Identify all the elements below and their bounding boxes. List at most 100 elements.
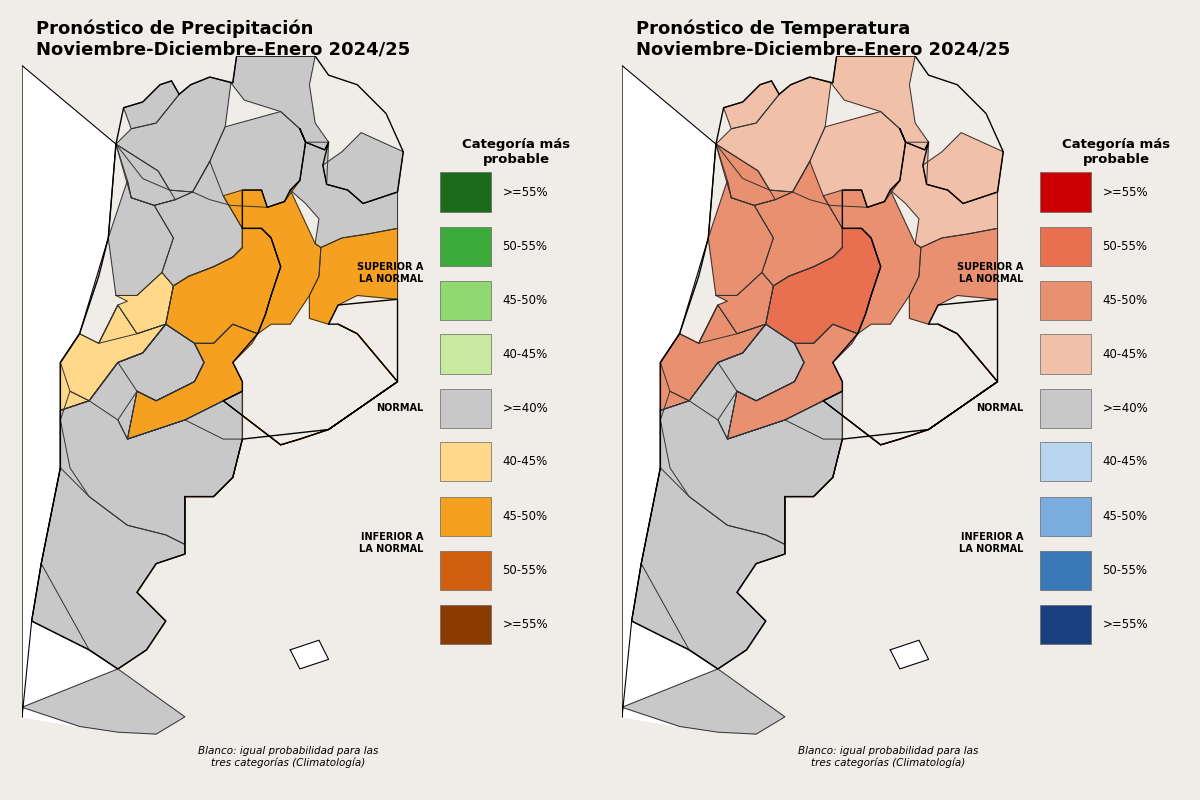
Polygon shape xyxy=(766,228,881,343)
Polygon shape xyxy=(823,181,920,334)
Text: 50-55%: 50-55% xyxy=(1103,239,1147,253)
Polygon shape xyxy=(708,181,774,295)
Polygon shape xyxy=(724,81,779,129)
Polygon shape xyxy=(166,228,281,343)
Text: INFERIOR A
LA NORMAL: INFERIOR A LA NORMAL xyxy=(959,532,1024,554)
Text: Categoría más
probable: Categoría más probable xyxy=(1062,138,1170,166)
Text: INFERIOR A
LA NORMAL: INFERIOR A LA NORMAL xyxy=(359,532,424,554)
Polygon shape xyxy=(124,81,179,129)
Polygon shape xyxy=(118,324,204,401)
Text: SUPERIOR A
LA NORMAL: SUPERIOR A LA NORMAL xyxy=(358,262,424,284)
Polygon shape xyxy=(116,144,192,206)
Bar xyxy=(440,389,491,427)
Bar xyxy=(1040,281,1091,319)
Text: 45-50%: 45-50% xyxy=(1103,294,1147,306)
Text: Pronóstico de Temperatura: Pronóstico de Temperatura xyxy=(636,20,911,38)
Polygon shape xyxy=(792,111,906,207)
Bar xyxy=(1040,605,1091,643)
Polygon shape xyxy=(718,324,804,401)
Polygon shape xyxy=(622,85,785,734)
Polygon shape xyxy=(323,133,403,203)
Text: 40-45%: 40-45% xyxy=(1103,455,1148,469)
Bar xyxy=(440,550,491,590)
Bar xyxy=(1040,334,1091,374)
Polygon shape xyxy=(60,305,166,401)
Polygon shape xyxy=(22,85,185,734)
Polygon shape xyxy=(22,669,185,734)
Bar xyxy=(440,334,491,374)
Polygon shape xyxy=(60,228,397,545)
Polygon shape xyxy=(155,162,242,286)
Text: 40-45%: 40-45% xyxy=(1103,347,1148,361)
Polygon shape xyxy=(310,228,397,324)
Polygon shape xyxy=(290,142,397,247)
Polygon shape xyxy=(660,228,997,545)
Bar xyxy=(1040,442,1091,482)
Polygon shape xyxy=(622,66,716,717)
Polygon shape xyxy=(641,324,842,669)
Polygon shape xyxy=(910,228,997,324)
Bar xyxy=(440,226,491,266)
Polygon shape xyxy=(716,144,792,206)
Text: SUPERIOR A
LA NORMAL: SUPERIOR A LA NORMAL xyxy=(958,262,1024,284)
Polygon shape xyxy=(923,133,1003,203)
Polygon shape xyxy=(716,144,775,206)
Text: NORMAL: NORMAL xyxy=(977,403,1024,413)
Polygon shape xyxy=(98,273,174,343)
Text: >=55%: >=55% xyxy=(1103,618,1148,630)
Text: 50-55%: 50-55% xyxy=(503,563,547,577)
Polygon shape xyxy=(108,181,174,295)
Polygon shape xyxy=(660,305,766,401)
Polygon shape xyxy=(830,56,929,150)
Bar xyxy=(440,281,491,319)
Bar xyxy=(440,605,491,643)
Text: >=55%: >=55% xyxy=(503,186,548,198)
Text: 40-45%: 40-45% xyxy=(503,455,548,469)
Text: NORMAL: NORMAL xyxy=(377,403,424,413)
Polygon shape xyxy=(660,391,842,545)
Text: 45-50%: 45-50% xyxy=(503,510,547,522)
Polygon shape xyxy=(890,640,929,669)
Polygon shape xyxy=(192,111,306,207)
Polygon shape xyxy=(716,77,830,192)
Text: 45-50%: 45-50% xyxy=(1103,510,1147,522)
Polygon shape xyxy=(31,324,242,669)
Polygon shape xyxy=(116,144,175,206)
Polygon shape xyxy=(718,324,858,439)
Text: >=55%: >=55% xyxy=(1103,186,1148,198)
Bar xyxy=(1040,173,1091,211)
Text: >=55%: >=55% xyxy=(503,618,548,630)
Text: 40-45%: 40-45% xyxy=(503,347,548,361)
Text: 50-55%: 50-55% xyxy=(1103,563,1147,577)
Bar xyxy=(1040,226,1091,266)
Polygon shape xyxy=(223,181,320,334)
Text: Blanco: igual probabilidad para las
tres categorías (Climatología): Blanco: igual probabilidad para las tres… xyxy=(798,746,978,768)
Polygon shape xyxy=(660,305,766,410)
Polygon shape xyxy=(230,56,329,150)
Text: 45-50%: 45-50% xyxy=(503,294,547,306)
Polygon shape xyxy=(118,324,258,439)
Polygon shape xyxy=(755,162,842,286)
Polygon shape xyxy=(631,324,842,669)
Polygon shape xyxy=(116,77,230,192)
Text: >=40%: >=40% xyxy=(503,402,548,414)
Bar xyxy=(440,442,491,482)
Bar xyxy=(440,173,491,211)
Bar xyxy=(1040,550,1091,590)
Polygon shape xyxy=(22,66,116,717)
Polygon shape xyxy=(41,324,242,669)
Polygon shape xyxy=(60,305,166,410)
Text: Pronóstico de Precipitación: Pronóstico de Precipitación xyxy=(36,20,313,38)
Text: >=40%: >=40% xyxy=(1103,402,1148,414)
Bar xyxy=(1040,497,1091,535)
Polygon shape xyxy=(60,391,242,545)
Text: 50-55%: 50-55% xyxy=(503,239,547,253)
Text: Noviembre-Diciembre-Enero 2024/25: Noviembre-Diciembre-Enero 2024/25 xyxy=(636,40,1010,58)
Text: Blanco: igual probabilidad para las
tres categorías (Climatología): Blanco: igual probabilidad para las tres… xyxy=(198,746,378,768)
Text: Categoría más
probable: Categoría más probable xyxy=(462,138,570,166)
Text: Noviembre-Diciembre-Enero 2024/25: Noviembre-Diciembre-Enero 2024/25 xyxy=(36,40,410,58)
Polygon shape xyxy=(622,669,785,734)
Polygon shape xyxy=(290,640,329,669)
Bar xyxy=(1040,389,1091,427)
Polygon shape xyxy=(890,142,997,247)
